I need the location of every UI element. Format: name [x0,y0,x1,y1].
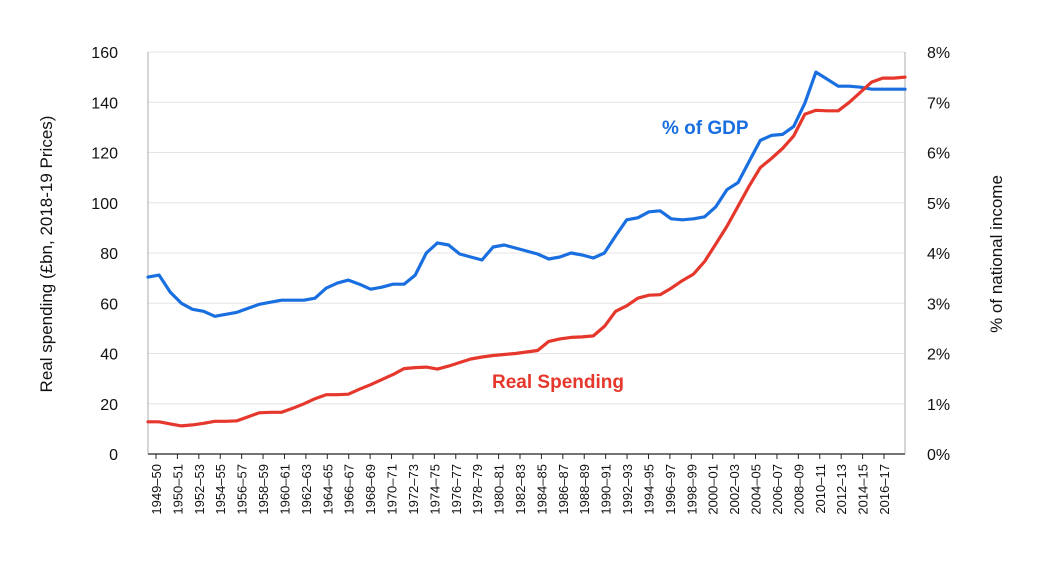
x-tick-label: 1984–85 [534,464,549,515]
x-tick-label: 1970–71 [385,464,400,515]
x-tick-label: 1980–81 [492,464,507,515]
gdp-share-line [146,70,907,318]
x-tick-label: 2000–01 [706,464,721,515]
left-y-tick-label: 140 [91,95,118,112]
x-tick-label: 1966–67 [342,464,357,515]
x-tick-label: 2002–03 [727,464,742,515]
x-tick-label: 1982–83 [513,464,528,515]
real-spending-line [146,75,907,428]
x-tick-label: 1992–93 [620,464,635,515]
x-tick-label: 1956–57 [235,464,250,515]
x-tick-label: 1996–97 [663,464,678,515]
x-tick-label: 1990–91 [599,464,614,515]
gdp-series-label: % of GDP [662,118,749,139]
x-tick-label: 1964–65 [320,464,335,515]
left-y-tick-label: 160 [91,45,118,62]
left-y-tick-label: 60 [100,296,118,313]
x-tick-label: 1978–79 [470,464,485,515]
right-y-tick-label: 8% [927,45,950,62]
x-tick-label: 1986–87 [556,464,571,515]
left-y-tick-label: 0 [109,447,118,464]
x-tick-label: 1958–59 [256,464,271,515]
x-tick-label: 1976–77 [449,464,464,515]
x-tick-label: 1949–50 [149,464,164,515]
right-y-tick-label: 1% [927,397,950,414]
x-tick-labels: 1949–50 1950–51 1952–53 1954–55 1956–57 1958–… [149,454,892,515]
left-y-tick-label: 20 [100,397,118,414]
series-lines [146,70,907,428]
left-y-tick-label: 120 [91,146,118,163]
x-tick-label: 2004–05 [749,464,764,515]
right-y-tick-label: 2% [927,347,950,364]
right-y-tick-label: 4% [927,246,950,263]
x-tick-label: 2016–17 [877,464,892,515]
x-tick-label: 1974–75 [427,464,442,515]
left-y-tick-label: 40 [100,347,118,364]
x-tick-label: 1988–89 [577,464,592,515]
x-tick-label: 1954–55 [213,464,228,515]
right-y-tick-labels: 0% 1% 2% 3% 4% 5% 6% 7% 8% [927,45,950,464]
x-tick-label: 2006–07 [770,464,785,515]
real-spending-series-label: Real Spending [492,372,624,393]
left-axis-title: Real spending (£bn, 2018-19 Prices) [37,116,56,393]
x-tick-label: 1968–69 [363,464,378,515]
right-y-tick-label: 5% [927,196,950,213]
x-tick-label: 2008–09 [791,464,806,515]
x-tick-label: 2012–13 [834,464,849,515]
left-y-tick-label: 100 [91,196,118,213]
x-tick-label: 1972–73 [406,464,421,515]
axes [147,52,906,455]
x-tick-label: 1994–95 [641,464,656,515]
x-tick-label: 2010–11 [813,464,828,514]
left-y-tick-label: 80 [100,246,118,263]
x-tick-label: 1952–53 [192,464,207,515]
right-axis-title: % of national income [987,175,1006,333]
x-tick-label: 1950–51 [170,464,185,515]
x-tick-label: 1998–99 [684,464,699,515]
right-y-tick-label: 3% [927,296,950,313]
x-tick-label: 1962–63 [299,464,314,515]
x-tick-label: 2014–15 [856,464,871,515]
gridlines [148,51,905,405]
left-y-tick-labels: 0 20 40 60 80 100 120 140 160 [91,45,118,464]
right-y-tick-label: 0% [927,447,950,464]
right-y-tick-label: 6% [927,146,950,163]
x-tick-label: 1960–61 [277,464,292,515]
right-y-tick-label: 7% [927,95,950,112]
